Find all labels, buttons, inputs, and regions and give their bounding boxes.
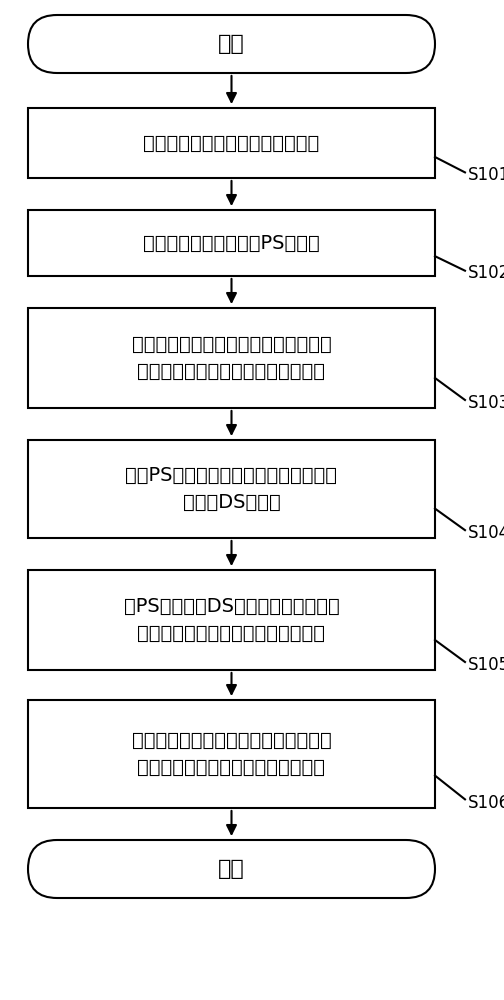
Text: S101: S101 bbox=[468, 165, 504, 184]
Text: 基于PS观测网，通过非线性沉降形变模
型构建DS观测网: 基于PS观测网，通过非线性沉降形变模 型构建DS观测网 bbox=[125, 466, 338, 512]
Text: S103: S103 bbox=[468, 394, 504, 412]
Text: 开始: 开始 bbox=[218, 34, 245, 54]
Bar bbox=[28, 210, 435, 276]
Text: S105: S105 bbox=[468, 656, 504, 674]
Bar bbox=[28, 308, 435, 408]
Bar bbox=[28, 108, 435, 178]
Text: 获取卫星影像数据和实地测量数据: 获取卫星影像数据和实地测量数据 bbox=[143, 133, 320, 152]
Bar bbox=[28, 570, 435, 670]
Text: 对PS观测网和DS观测网进行地理编码
和垂直向投影处理，获得垂直形变图: 对PS观测网和DS观测网进行地理编码 和垂直向投影处理，获得垂直形变图 bbox=[123, 597, 339, 643]
FancyBboxPatch shape bbox=[28, 840, 435, 898]
Text: 通过最小二乘拟合方法对实地测量数据
进行处理，构建非线性沉降形变模型: 通过最小二乘拟合方法对实地测量数据 进行处理，构建非线性沉降形变模型 bbox=[132, 335, 331, 381]
Text: S102: S102 bbox=[468, 264, 504, 282]
Text: 根据卫星影像数据构建PS观测网: 根据卫星影像数据构建PS观测网 bbox=[143, 233, 320, 252]
Text: S104: S104 bbox=[468, 524, 504, 542]
Text: S106: S106 bbox=[468, 794, 504, 812]
Text: 根据垂直形变图对土体固结沉降数据进
行数据分析，实现土体固结沉降监测: 根据垂直形变图对土体固结沉降数据进 行数据分析，实现土体固结沉降监测 bbox=[132, 731, 331, 777]
Bar bbox=[28, 700, 435, 808]
Bar bbox=[28, 440, 435, 538]
Text: 结束: 结束 bbox=[218, 859, 245, 879]
FancyBboxPatch shape bbox=[28, 15, 435, 73]
